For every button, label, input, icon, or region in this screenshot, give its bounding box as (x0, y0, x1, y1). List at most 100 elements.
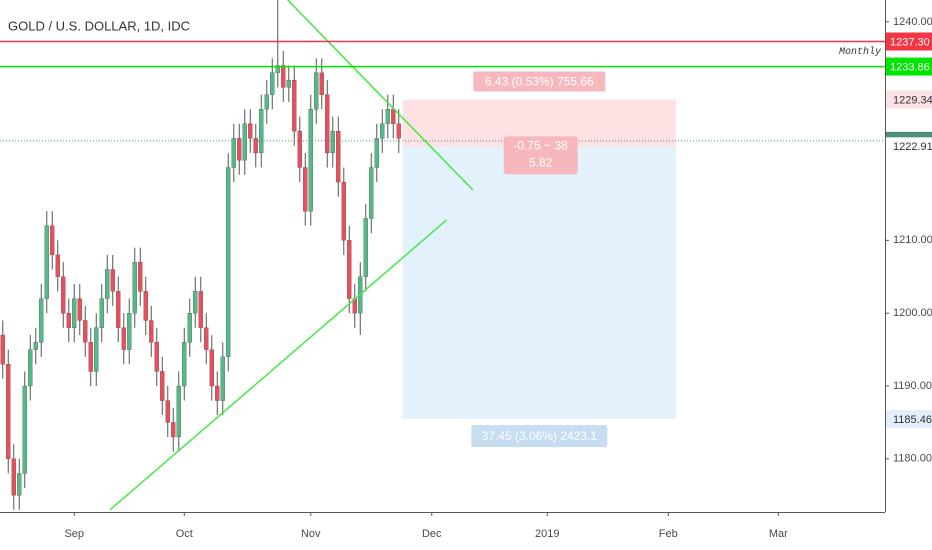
candle-body (303, 167, 308, 212)
candle-body (209, 349, 214, 387)
candle-body (182, 342, 187, 387)
candle-body (11, 458, 16, 496)
price-tag-label: 1237.30 (890, 36, 930, 48)
price-tag (886, 410, 932, 429)
candle-body (242, 123, 247, 161)
candle-body (204, 327, 209, 350)
candle-body (22, 385, 27, 474)
candle-body (83, 320, 88, 343)
candle-body (44, 225, 49, 299)
price-tag (886, 57, 932, 76)
candle-body (171, 422, 176, 438)
candle-body (330, 130, 335, 154)
candle-body (259, 109, 264, 154)
candle-body (149, 320, 154, 343)
candle-body (61, 276, 66, 314)
candle-body (160, 371, 165, 401)
price-tag (886, 137, 932, 156)
candle-body (154, 342, 159, 372)
candle-body (176, 385, 181, 438)
candle-body (127, 313, 132, 350)
stop-text: 6.43 (0.53%) 755.66 (485, 75, 594, 89)
candle-body (253, 138, 258, 154)
candle-body (314, 72, 319, 110)
candle-body (319, 72, 324, 95)
candle-body (116, 291, 121, 328)
candle-body (369, 167, 374, 219)
candle-body (28, 349, 33, 387)
trend-line (109, 219, 448, 511)
x-tick-label: Sep (64, 528, 84, 540)
candle-body (105, 269, 110, 299)
candle-body (281, 65, 286, 88)
x-tick-label: Dec (422, 528, 442, 540)
candle-body (94, 327, 99, 372)
candle-body (6, 364, 11, 459)
candle-body (0, 334, 5, 365)
candle-body (286, 79, 291, 88)
candle-body (50, 225, 55, 256)
y-tick-label: 1190.00 (893, 380, 932, 392)
candle-body (187, 313, 192, 343)
candle-body (237, 138, 242, 161)
x-tick-label: Oct (176, 528, 193, 540)
price-tag-label: 1229.34 (893, 94, 932, 106)
candle-body (143, 291, 148, 321)
candle-body (363, 218, 368, 277)
candle-body (77, 298, 82, 321)
y-tick-label: 1200.00 (893, 307, 932, 319)
candle-body (110, 269, 115, 292)
candle-body (193, 291, 198, 314)
price-tag (886, 32, 932, 51)
candle-body (198, 291, 203, 328)
y-tick-label: 1210.00 (893, 234, 932, 246)
price-tag-label: 1222.91 (893, 141, 932, 153)
center-text: -0.75 ~ 38 (513, 138, 568, 152)
target-text: 37.45 (3.06%) 2423.1 (482, 429, 598, 443)
stop-text-bg (473, 71, 606, 92)
candle-body (264, 94, 269, 110)
center-text-bg (503, 136, 578, 175)
candle-body (336, 130, 341, 183)
candle-body (292, 79, 297, 132)
candle-body (275, 65, 280, 73)
candle-body (39, 298, 44, 343)
y-tick-label: 1240.00 (893, 16, 932, 28)
x-tick-label: Nov (301, 528, 321, 540)
price-tag-label: 1233.86 (890, 61, 930, 73)
center-text: 5.82 (529, 155, 553, 169)
candle-body (17, 473, 22, 496)
candle-body (341, 181, 346, 241)
candle-body (380, 123, 385, 139)
target-zone (402, 146, 676, 420)
x-tick-label: Feb (659, 528, 678, 540)
candle-body (55, 254, 60, 277)
candle-body (374, 138, 379, 168)
candle-body (220, 356, 225, 401)
price-tag (886, 90, 932, 109)
x-tick-label: 2019 (535, 528, 559, 540)
candle-body (231, 138, 236, 168)
candle-body (121, 327, 126, 350)
candle-body (297, 130, 302, 168)
candle-body (385, 109, 390, 124)
x-tick-label: Mar (769, 528, 788, 540)
candle-body (325, 94, 330, 154)
line-note: Monthly (839, 46, 882, 58)
candle-body (66, 313, 71, 328)
candle-body (226, 167, 231, 358)
y-tick-label: 1180.00 (893, 453, 932, 465)
candle-body (165, 400, 170, 423)
candle-body (88, 342, 93, 372)
candle-body (132, 262, 137, 314)
candle-body (391, 109, 396, 124)
candle-body (33, 342, 38, 350)
candle-body (99, 298, 104, 328)
price-tag-label: 1185.46 (893, 414, 932, 426)
trend-line (287, 0, 474, 191)
chart-title: GOLD / U.S. DOLLAR, 1D, IDC (8, 18, 190, 33)
candle-body (347, 240, 352, 299)
